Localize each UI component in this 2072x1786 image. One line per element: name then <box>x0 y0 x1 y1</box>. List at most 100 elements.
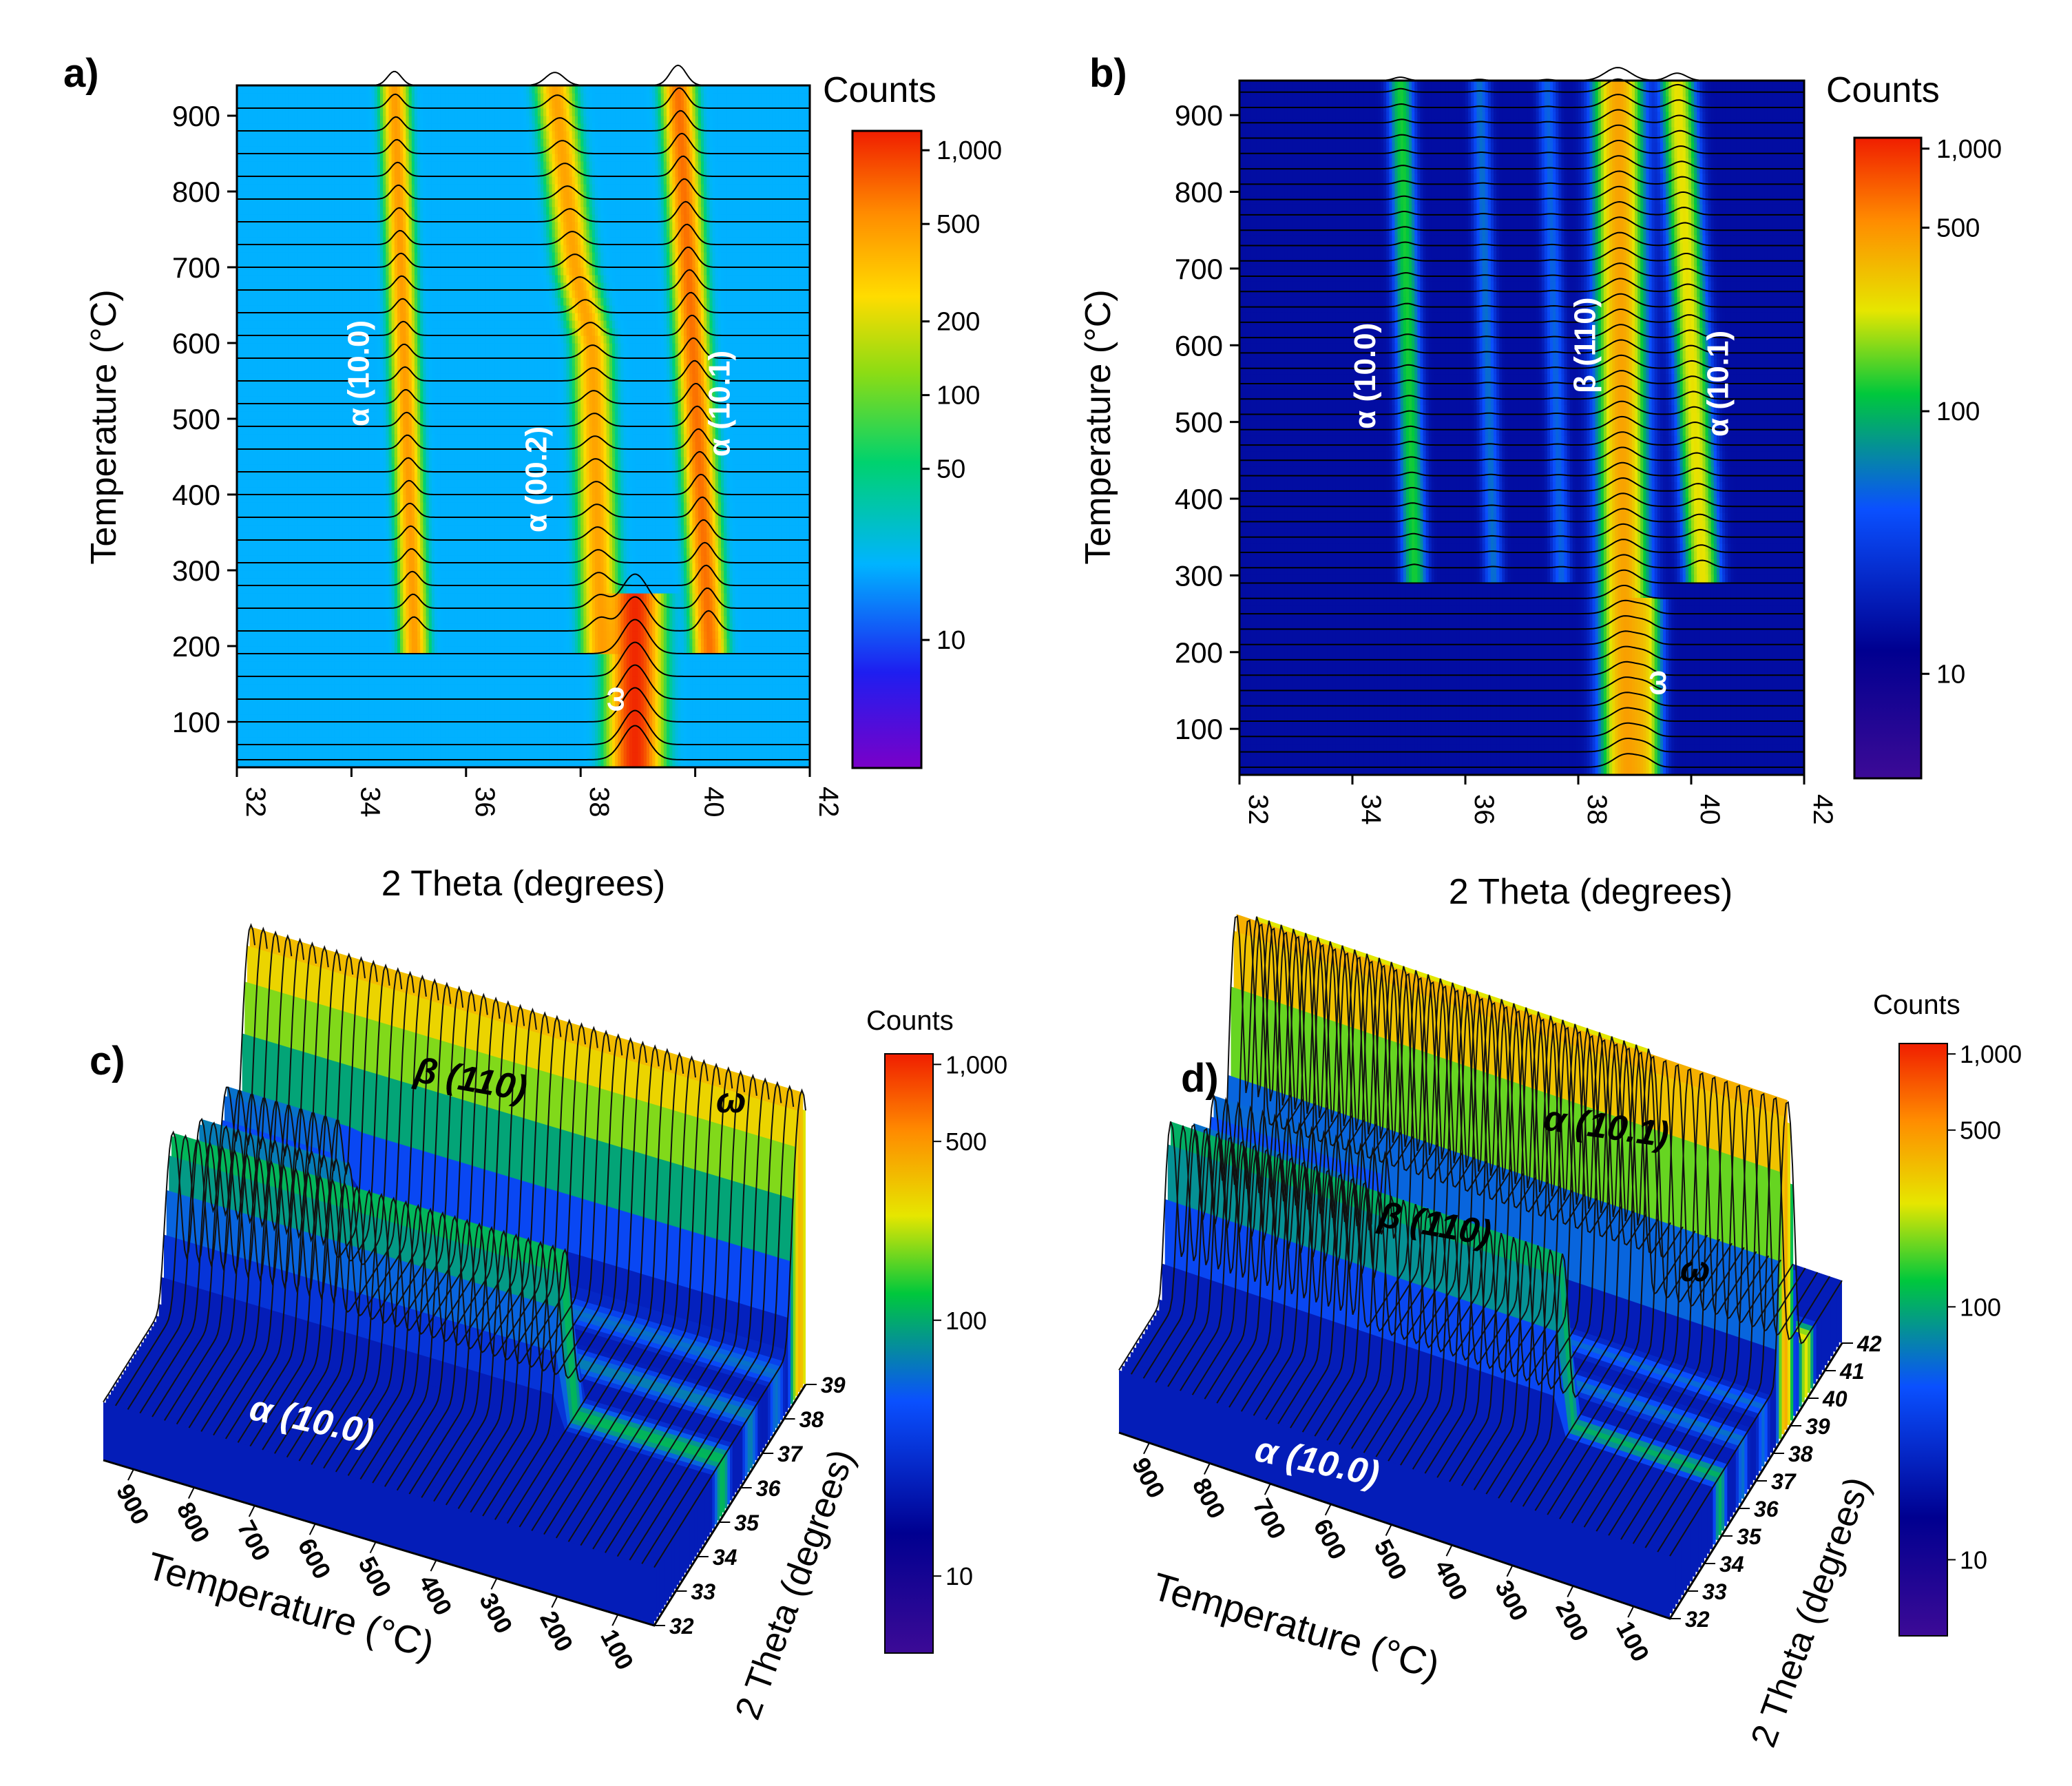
heatmap-cell <box>798 722 802 730</box>
heatmap-cell <box>357 676 361 685</box>
heatmap-cell <box>412 676 415 685</box>
heatmap-cell <box>795 707 799 715</box>
heatmap-cell <box>704 669 707 677</box>
heatmap-cell <box>615 676 618 685</box>
heatmap-cell <box>778 616 782 624</box>
heatmap-cell <box>291 737 295 745</box>
heatmap-cell <box>351 729 355 738</box>
heatmap-cell <box>294 601 297 609</box>
heatmap-cell <box>251 752 255 760</box>
heatmap-cell <box>461 601 464 609</box>
heatmap-cell <box>440 722 443 730</box>
heatmap-cell <box>306 608 309 616</box>
heatmap-cell <box>523 745 527 753</box>
heatmap-cell <box>372 714 375 723</box>
heatmap-cell <box>397 729 401 738</box>
heatmap-cell <box>297 752 300 760</box>
heatmap-cell <box>778 654 782 662</box>
heatmap-cell <box>641 676 645 685</box>
heatmap-cell <box>518 729 521 738</box>
heatmap-cell <box>695 654 699 662</box>
heatmap-cell <box>681 692 684 700</box>
heatmap-cell <box>512 745 515 753</box>
heatmap-cell <box>795 745 799 753</box>
heatmap-cell <box>249 714 252 723</box>
heatmap-cell <box>300 661 304 669</box>
heatmap-cell <box>793 638 796 647</box>
heatmap-cell <box>486 646 490 654</box>
heatmap-cell <box>383 722 386 730</box>
heatmap-cell <box>770 737 773 745</box>
heatmap-cell <box>366 684 369 692</box>
heatmap-cell <box>744 676 747 685</box>
heatmap-cell <box>795 676 799 685</box>
heatmap-cell <box>474 661 478 669</box>
heatmap-cell <box>532 638 536 647</box>
heatmap-cell <box>523 722 527 730</box>
heatmap-cell <box>609 601 613 609</box>
heatmap-cell <box>509 722 512 730</box>
heatmap-cell <box>417 654 421 662</box>
heatmap-cell <box>348 729 352 738</box>
heatmap-cell <box>676 661 679 669</box>
heatmap-cell <box>323 722 326 730</box>
heatmap-cell <box>726 608 730 616</box>
heatmap-cell <box>306 631 309 639</box>
heatmap-cell <box>758 699 762 707</box>
heatmap-cell <box>386 646 389 654</box>
heatmap-cell <box>280 631 283 639</box>
heatmap-cell <box>351 699 355 707</box>
heatmap-cell <box>741 631 744 639</box>
heatmap-cell <box>274 646 278 654</box>
heatmap-cell <box>392 646 395 654</box>
heatmap-cell <box>715 699 719 707</box>
heatmap-cell <box>755 692 759 700</box>
heatmap-cell <box>667 699 670 707</box>
heatmap-cell <box>317 737 321 745</box>
heatmap-cell <box>583 737 587 745</box>
heatmap-cell <box>266 661 269 669</box>
heatmap-cell <box>664 752 667 760</box>
heatmap-cell <box>246 722 249 730</box>
heatmap-cell <box>257 669 260 677</box>
heatmap-cell <box>406 638 409 647</box>
heatmap-cell <box>463 737 467 745</box>
heatmap-cell <box>695 646 699 654</box>
heatmap-cell <box>415 601 418 609</box>
heatmap-cell <box>494 707 498 715</box>
heatmap-cell <box>695 752 699 760</box>
heatmap-cell <box>254 623 258 632</box>
heatmap-cell <box>655 722 658 730</box>
heatmap-cell <box>529 638 532 647</box>
heatmap-cell <box>515 608 519 616</box>
heatmap-cell <box>260 631 263 639</box>
heatmap-cell <box>784 661 788 669</box>
heatmap-cell <box>403 646 406 654</box>
heatmap-cell <box>687 737 690 745</box>
heatmap-cell <box>692 676 695 685</box>
heatmap-cell <box>363 669 366 677</box>
heatmap-cell <box>641 737 645 745</box>
heatmap-cell <box>469 646 472 654</box>
heatmap-cell <box>457 707 461 715</box>
heatmap-cell <box>506 616 510 624</box>
heatmap-cell <box>741 638 744 647</box>
heatmap-cell <box>277 669 280 677</box>
heatmap-cell <box>486 729 490 738</box>
heatmap-cell <box>572 661 576 669</box>
heatmap-cell <box>707 608 710 616</box>
heatmap-cell <box>764 623 767 632</box>
heatmap-cell <box>286 684 289 692</box>
heatmap-cell <box>437 707 441 715</box>
heatmap-cell <box>761 616 764 624</box>
heatmap-cell <box>343 654 346 662</box>
heatmap-cell <box>664 684 667 692</box>
heatmap-cell <box>587 631 590 639</box>
heatmap-cell <box>604 631 607 639</box>
heatmap-cell <box>773 692 776 700</box>
heatmap-cell <box>724 676 727 685</box>
heatmap-cell <box>317 729 321 738</box>
heatmap-cell <box>741 661 744 669</box>
heatmap-cell <box>787 654 791 662</box>
heatmap-cell <box>535 722 538 730</box>
